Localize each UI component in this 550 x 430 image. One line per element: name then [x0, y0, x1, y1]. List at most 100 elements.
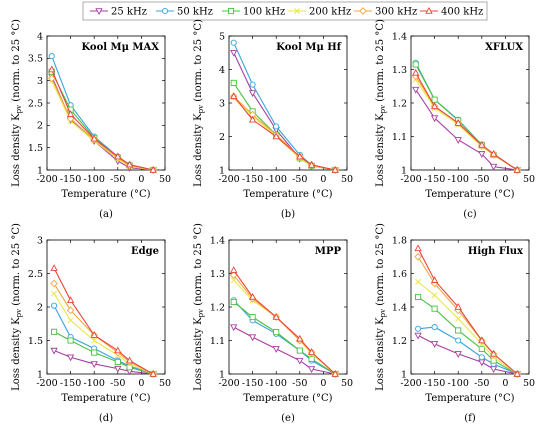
x-tick-label: 50: [341, 378, 353, 389]
data-point: [296, 152, 304, 160]
series-line: [415, 89, 518, 171]
y-tick-label: 4: [37, 31, 43, 42]
data-point: [114, 358, 121, 365]
data-point: [415, 325, 422, 332]
x-tick-label: -200: [400, 174, 421, 185]
data-point: [66, 296, 75, 304]
x-tick-label: -200: [218, 174, 239, 185]
x-tick-label: -150: [242, 174, 263, 185]
x-tick-label: -100: [84, 174, 105, 185]
y-axis-label: Loss density Kpv (norm. to 25 °C): [193, 223, 205, 391]
x-tick-label: 50: [523, 378, 535, 389]
x-tick-label: -100: [266, 174, 287, 185]
data-point: [90, 331, 98, 338]
data-point: [454, 351, 462, 358]
x-tick-label: 0: [138, 174, 144, 185]
x-axis-label: Temperature (°C): [243, 393, 332, 404]
data-point: [51, 328, 58, 335]
data-point: [430, 102, 439, 110]
x-tick-label: -150: [424, 174, 445, 185]
series-line: [51, 71, 154, 171]
data-point: [331, 165, 339, 173]
data-point: [66, 354, 75, 362]
data-point: [513, 369, 521, 377]
series-line: [51, 80, 154, 171]
y-tick-label: 1.3: [210, 269, 225, 280]
data-point: [272, 312, 280, 320]
data-point: [66, 110, 75, 117]
data-point: [431, 292, 438, 299]
y-tick-label: 1.2: [392, 336, 407, 347]
x-tick-label: 0: [320, 378, 326, 389]
data-point: [478, 151, 486, 158]
data-point: [272, 132, 280, 140]
x-tick-label: -200: [218, 378, 239, 389]
y-tick-label: 3: [37, 235, 43, 246]
legend-entry: 200 kHz: [288, 7, 351, 18]
y-tick-label: 1: [401, 369, 407, 380]
data-point: [431, 96, 438, 103]
data-point: [51, 290, 58, 297]
x-axis-label: Temperature (°C): [425, 189, 514, 200]
panel-title: Kool Mμ Hf: [276, 42, 341, 53]
series: [230, 95, 339, 173]
series: [229, 92, 340, 174]
series-line: [233, 95, 336, 171]
y-tick-label: 5: [219, 31, 225, 42]
legend-label: 200 kHz: [309, 7, 351, 18]
data-point: [48, 53, 55, 60]
y-tick-label: 1: [219, 369, 225, 380]
legend-entry: 50 kHz: [156, 7, 213, 18]
series-line: [415, 62, 518, 171]
data-point: [67, 317, 74, 324]
data-point: [296, 334, 304, 342]
data-point: [230, 79, 237, 86]
series: [230, 92, 339, 173]
series: [230, 79, 339, 174]
y-tick-label: 3.5: [28, 54, 43, 65]
y-tick-label: 2.5: [28, 269, 43, 280]
x-tick-label: -100: [448, 378, 469, 389]
data-point: [455, 337, 462, 344]
panel-title: MPP: [315, 246, 342, 257]
x-tick-label: 50: [523, 174, 535, 185]
series: [230, 50, 339, 175]
x-tick-label: -200: [36, 378, 57, 389]
data-point: [248, 292, 257, 300]
series: [230, 266, 339, 377]
x-axis-label: Temperature (°C): [61, 393, 150, 404]
plot-area: [410, 35, 530, 171]
chart-panel: -200 -150 -100 -50 0 50 1 1.1 1.2 1.3 1.4 MPP Temper…: [193, 223, 353, 424]
series-line: [53, 283, 154, 375]
x-tick-label: 50: [341, 174, 353, 185]
panel-letter: (b): [281, 209, 295, 220]
series-line: [233, 97, 336, 171]
legend-label: 300 kHz: [375, 7, 417, 18]
x-tick-label: 0: [320, 174, 326, 185]
series-line: [418, 326, 518, 375]
x-tick-label: -50: [292, 174, 307, 185]
y-tick-label: 1.4: [392, 302, 407, 313]
panel-letter: (a): [99, 209, 113, 220]
data-point: [273, 329, 280, 336]
data-point: [248, 115, 257, 123]
y-tick-label: 1.4: [392, 31, 407, 42]
series: [230, 324, 339, 379]
series-line: [53, 350, 154, 375]
data-point: [478, 336, 486, 344]
x-tick-label: -200: [36, 174, 57, 185]
panel-title: Kool Mμ MAX: [81, 42, 159, 53]
data-point: [490, 357, 497, 364]
series: [48, 53, 157, 174]
data-point: [455, 327, 462, 334]
y-tick-label: 1.5: [28, 336, 43, 347]
plot-area: [228, 239, 348, 375]
data-point: [414, 252, 422, 261]
series-line: [53, 305, 154, 375]
data-point: [90, 134, 98, 142]
data-point: [414, 332, 422, 340]
x-tick-label: 0: [138, 378, 144, 389]
panel-title: Edge: [131, 246, 159, 257]
x-tick-label: -50: [292, 378, 307, 389]
y-axis-label: Loss density Kpv (norm. to 25 °C): [11, 19, 23, 187]
